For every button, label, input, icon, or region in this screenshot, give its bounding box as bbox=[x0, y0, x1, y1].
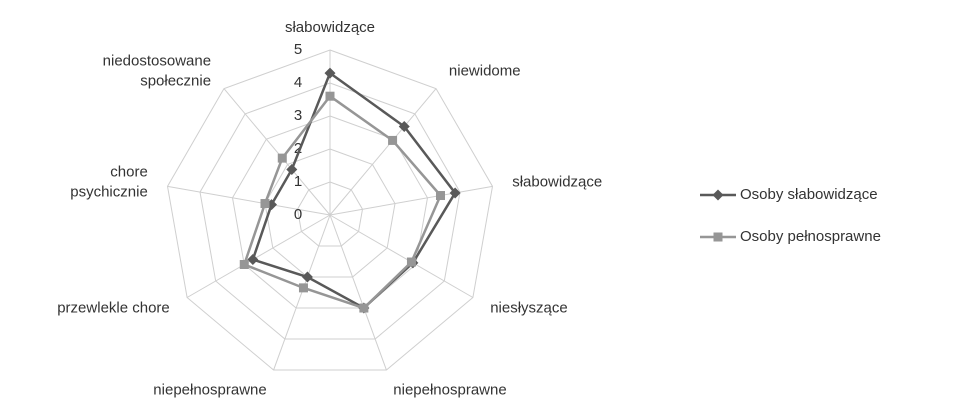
grid-ring bbox=[199, 82, 461, 340]
category-label: słabowidzące bbox=[512, 173, 602, 190]
category-label: słabowidzące bbox=[285, 19, 375, 36]
r-tick-label: 1 bbox=[294, 173, 302, 190]
spoke bbox=[329, 214, 474, 298]
marker bbox=[406, 257, 416, 267]
marker bbox=[301, 271, 313, 283]
legend-label: Osoby słabowidzące bbox=[740, 186, 878, 203]
spoke bbox=[329, 214, 387, 371]
r-tick-label: 0 bbox=[294, 206, 302, 223]
marker bbox=[277, 153, 287, 163]
r-tick-label: 5 bbox=[294, 41, 302, 58]
legend-label: Osoby pełnosprawne bbox=[740, 228, 881, 245]
spoke bbox=[223, 88, 331, 216]
r-tick-label: 2 bbox=[294, 140, 302, 157]
r-tick-label: 3 bbox=[294, 107, 302, 124]
category-label: chore psychicznie bbox=[70, 163, 148, 200]
marker bbox=[325, 91, 335, 101]
category-label: przewlekle chore bbox=[57, 299, 170, 316]
marker bbox=[286, 163, 298, 175]
r-tick-label: 4 bbox=[294, 74, 302, 91]
marker bbox=[388, 135, 398, 145]
marker bbox=[239, 260, 249, 269]
spoke bbox=[186, 214, 331, 298]
category-label: niesłyszące bbox=[490, 299, 568, 316]
category-label: niewidome bbox=[449, 63, 521, 80]
series-line bbox=[251, 71, 457, 310]
spoke bbox=[329, 185, 493, 216]
marker bbox=[713, 232, 723, 242]
category-label: niepełnosprawneintelektualnie bbox=[153, 382, 266, 400]
spoke bbox=[273, 214, 331, 371]
grid-ring bbox=[166, 49, 494, 371]
marker bbox=[435, 191, 445, 201]
marker bbox=[398, 121, 410, 133]
marker bbox=[359, 303, 369, 313]
marker bbox=[260, 199, 270, 209]
spoke bbox=[329, 88, 437, 216]
grid-ring bbox=[231, 115, 429, 309]
category-label: niepełnosprawneruchowo bbox=[393, 382, 506, 400]
category-label: niedostosowane społecznie bbox=[103, 53, 211, 90]
grid-ring bbox=[264, 148, 396, 278]
series-line bbox=[242, 94, 442, 310]
marker bbox=[712, 189, 724, 201]
grid-ring bbox=[296, 181, 364, 247]
marker bbox=[449, 187, 461, 199]
marker bbox=[247, 254, 259, 266]
marker bbox=[298, 283, 308, 293]
spoke bbox=[167, 185, 331, 216]
marker bbox=[324, 67, 336, 79]
